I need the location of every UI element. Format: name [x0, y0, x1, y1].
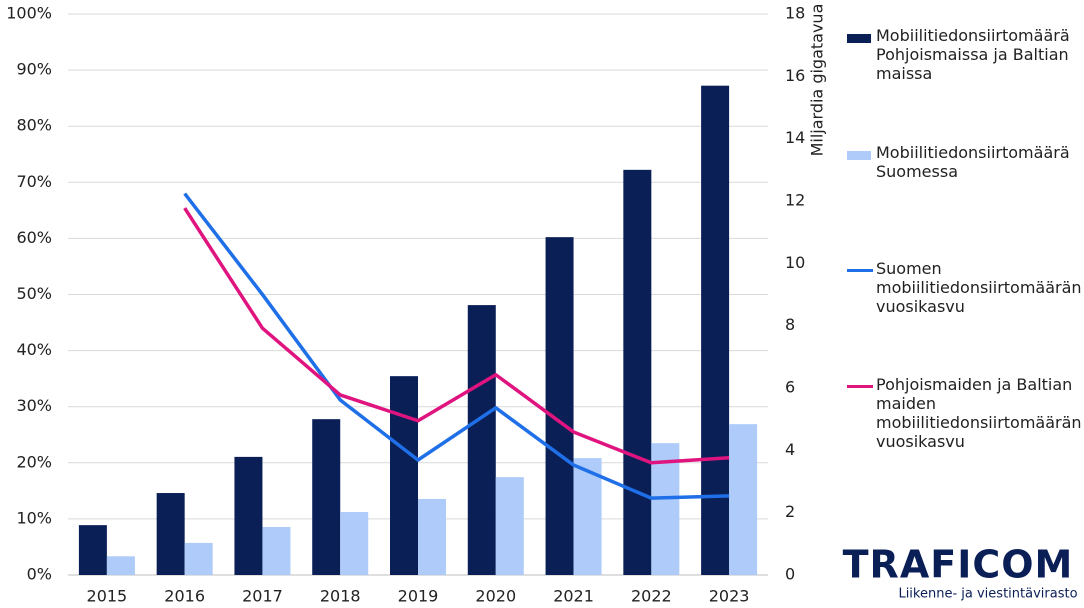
- bar: [312, 419, 341, 575]
- bar: [234, 456, 263, 575]
- x-tick-label: 2021: [553, 587, 594, 606]
- y2-axis-title: Miljardia gigatavua: [808, 4, 827, 157]
- x-tick-label: 2023: [709, 587, 750, 606]
- legend-swatch: [847, 269, 873, 272]
- legend-swatch: [847, 151, 871, 160]
- logo: TRAFICOM: [843, 543, 1074, 587]
- bar: [495, 477, 524, 575]
- bar: [651, 443, 680, 575]
- line: [183, 192, 730, 500]
- bar: [701, 85, 730, 575]
- bar: [623, 169, 652, 576]
- x-tick-label: 2022: [631, 587, 672, 606]
- y-tick-label: 10%: [16, 508, 52, 527]
- y-tick-label: 80%: [16, 116, 52, 135]
- bar: [467, 305, 496, 575]
- bar: [78, 525, 107, 575]
- bar: [573, 458, 602, 575]
- bar: [418, 498, 446, 575]
- y2-tick-label: 10: [785, 253, 805, 272]
- bar: [156, 493, 185, 575]
- x-tick-label: 2019: [398, 587, 439, 606]
- y-tick-label: 40%: [16, 340, 52, 359]
- bar: [390, 376, 418, 575]
- legend-label: Suomen mobiilitiedonsiirtomäärän vuosika…: [876, 259, 1082, 316]
- legend-label: Mobiilitiedonsiirtomäärä Suomessa: [876, 143, 1070, 181]
- y2-tick-label: 18: [785, 4, 805, 23]
- y-tick-label: 20%: [16, 452, 52, 471]
- bar: [545, 237, 574, 576]
- bar: [262, 527, 291, 575]
- legend-swatch: [847, 385, 873, 388]
- legend-label: Pohjoismaiden ja Baltian maiden mobiilit…: [876, 375, 1082, 451]
- bar: [106, 556, 135, 575]
- bar: [729, 424, 758, 575]
- y2-tick-label: 8: [785, 315, 795, 334]
- x-tick-label: 2020: [475, 587, 516, 606]
- line: [183, 207, 730, 465]
- y-tick-label: 60%: [16, 228, 52, 247]
- y2-tick-label: 16: [785, 66, 805, 85]
- x-tick-label: 2016: [164, 587, 205, 606]
- y-tick-label: 90%: [16, 60, 52, 79]
- x-tick-label: 2017: [242, 587, 283, 606]
- y2-tick-label: 4: [785, 440, 795, 459]
- y-tick-label: 30%: [16, 396, 52, 415]
- y2-tick-label: 2: [785, 502, 795, 521]
- x-tick-label: 2018: [320, 587, 361, 606]
- y2-tick-label: 0: [785, 565, 795, 584]
- bar: [184, 542, 213, 575]
- y2-tick-label: 6: [785, 378, 795, 397]
- legend-swatch: [847, 34, 871, 43]
- legend-label: Mobiilitiedonsiirtomäärä Pohjoismaissa j…: [876, 26, 1070, 83]
- y2-tick-label: 14: [785, 128, 805, 147]
- y2-tick-label: 12: [785, 191, 805, 210]
- y-tick-label: 100%: [6, 4, 52, 23]
- logo-tagline: Liikenne- ja viestintävirasto: [898, 587, 1077, 602]
- y-tick-label: 50%: [16, 284, 52, 303]
- bar: [340, 512, 369, 575]
- y-tick-label: 0%: [27, 565, 52, 584]
- y-tick-label: 70%: [16, 172, 52, 191]
- x-tick-label: 2015: [87, 587, 128, 606]
